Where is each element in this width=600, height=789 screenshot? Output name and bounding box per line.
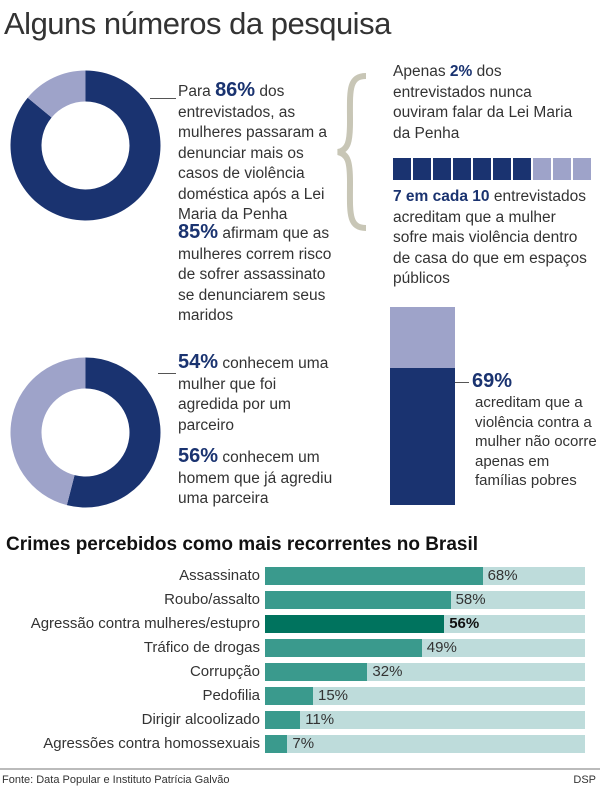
square-filled [453,158,471,180]
bar-track [265,735,585,753]
bar-label: Corrupção [189,663,260,680]
bar-row: Agressões contra homossexuais 7% [0,734,600,753]
bar-value-label: 56% [449,615,480,632]
donut-54 [10,357,161,508]
donut-slice-rest [27,70,86,118]
bar-row: Dirigir alcoolizado 11% [0,710,600,729]
bar-value-label: 68% [487,567,518,584]
bar [265,735,288,753]
stat-69-value: 69% [472,370,513,392]
divider [0,768,600,770]
stat-69-text: acreditam que a violência contra a mulhe… [475,394,597,489]
bar-label: Assassinato [179,567,260,584]
bar-value-label: 32% [372,663,403,680]
bar-value-label: 15% [318,687,349,704]
donut-86 [10,70,161,221]
square-filled [413,158,431,180]
bar-fill [390,368,455,505]
brace-icon [337,73,367,231]
bar [265,567,483,585]
square-filled [473,158,491,180]
chart-title: Crimes percebidos como mais recorrentes … [6,534,479,555]
bar-value-label: 11% [305,711,335,728]
square-empty [533,158,551,180]
donut-slice-rest [10,357,86,506]
stacked-bar-69 [390,307,455,505]
bar-value-label: 58% [455,591,486,608]
bar [265,639,422,657]
donut-slice-value [66,357,161,508]
stat-56: 56% conhecem um homem que já agrediu uma… [178,445,333,507]
leader-line [455,382,469,383]
square-empty [553,158,571,180]
leader-line [158,373,176,374]
stat-85: 85% afirmam que as mulheres correm risco… [178,221,332,324]
bar [265,615,445,633]
bar-track [265,711,585,729]
bar-label: Dirigir alcoolizado [141,711,260,728]
stat-2: Apenas 2% dos entrevistados nunca ouvira… [393,63,573,142]
source-note: Fonte: Data Popular e Instituto Patrícia… [2,774,230,786]
stat-54: 54% conhecem uma mulher que foi agredida… [178,351,329,434]
bar-row: Pedofilia 15% [0,686,600,705]
bar-track [265,687,585,705]
stat-86: Para 86% dos entrevistados, as mulheres … [178,79,328,223]
stat-7-of-10: 7 em cada 10 entrevistados acreditam que… [393,188,587,287]
bar-row: Assassinato 68% [0,566,600,585]
square-filled [393,158,411,180]
page-title: Alguns números da pesquisa [4,6,391,41]
bar-value-label: 49% [426,639,457,656]
bar-label: Tráfico de drogas [143,639,260,656]
bar-row: Roubo/assalto 58% [0,590,600,609]
square-empty [573,158,591,180]
bar-row: Agressão contra mulheres/estupro 56% [0,614,600,633]
bar-label: Roubo/assalto [164,591,260,608]
bar-label: Agressão contra mulheres/estupro [30,615,260,632]
bar [265,687,313,705]
bar-label: Agressões contra homossexuais [43,735,260,752]
credit: DSP [573,774,596,786]
donut-slice-value [10,70,161,221]
bar-label: Pedofilia [202,687,260,704]
bar-value-label: 7% [292,735,315,752]
square-filled [493,158,511,180]
bar [265,591,451,609]
square-filled [513,158,531,180]
bar-row: Corrupção 32% [0,662,600,681]
bar [265,663,368,681]
bar [265,711,301,729]
leader-line [150,98,176,99]
bar-row: Tráfico de drogas 49% [0,638,600,657]
square-filled [433,158,451,180]
